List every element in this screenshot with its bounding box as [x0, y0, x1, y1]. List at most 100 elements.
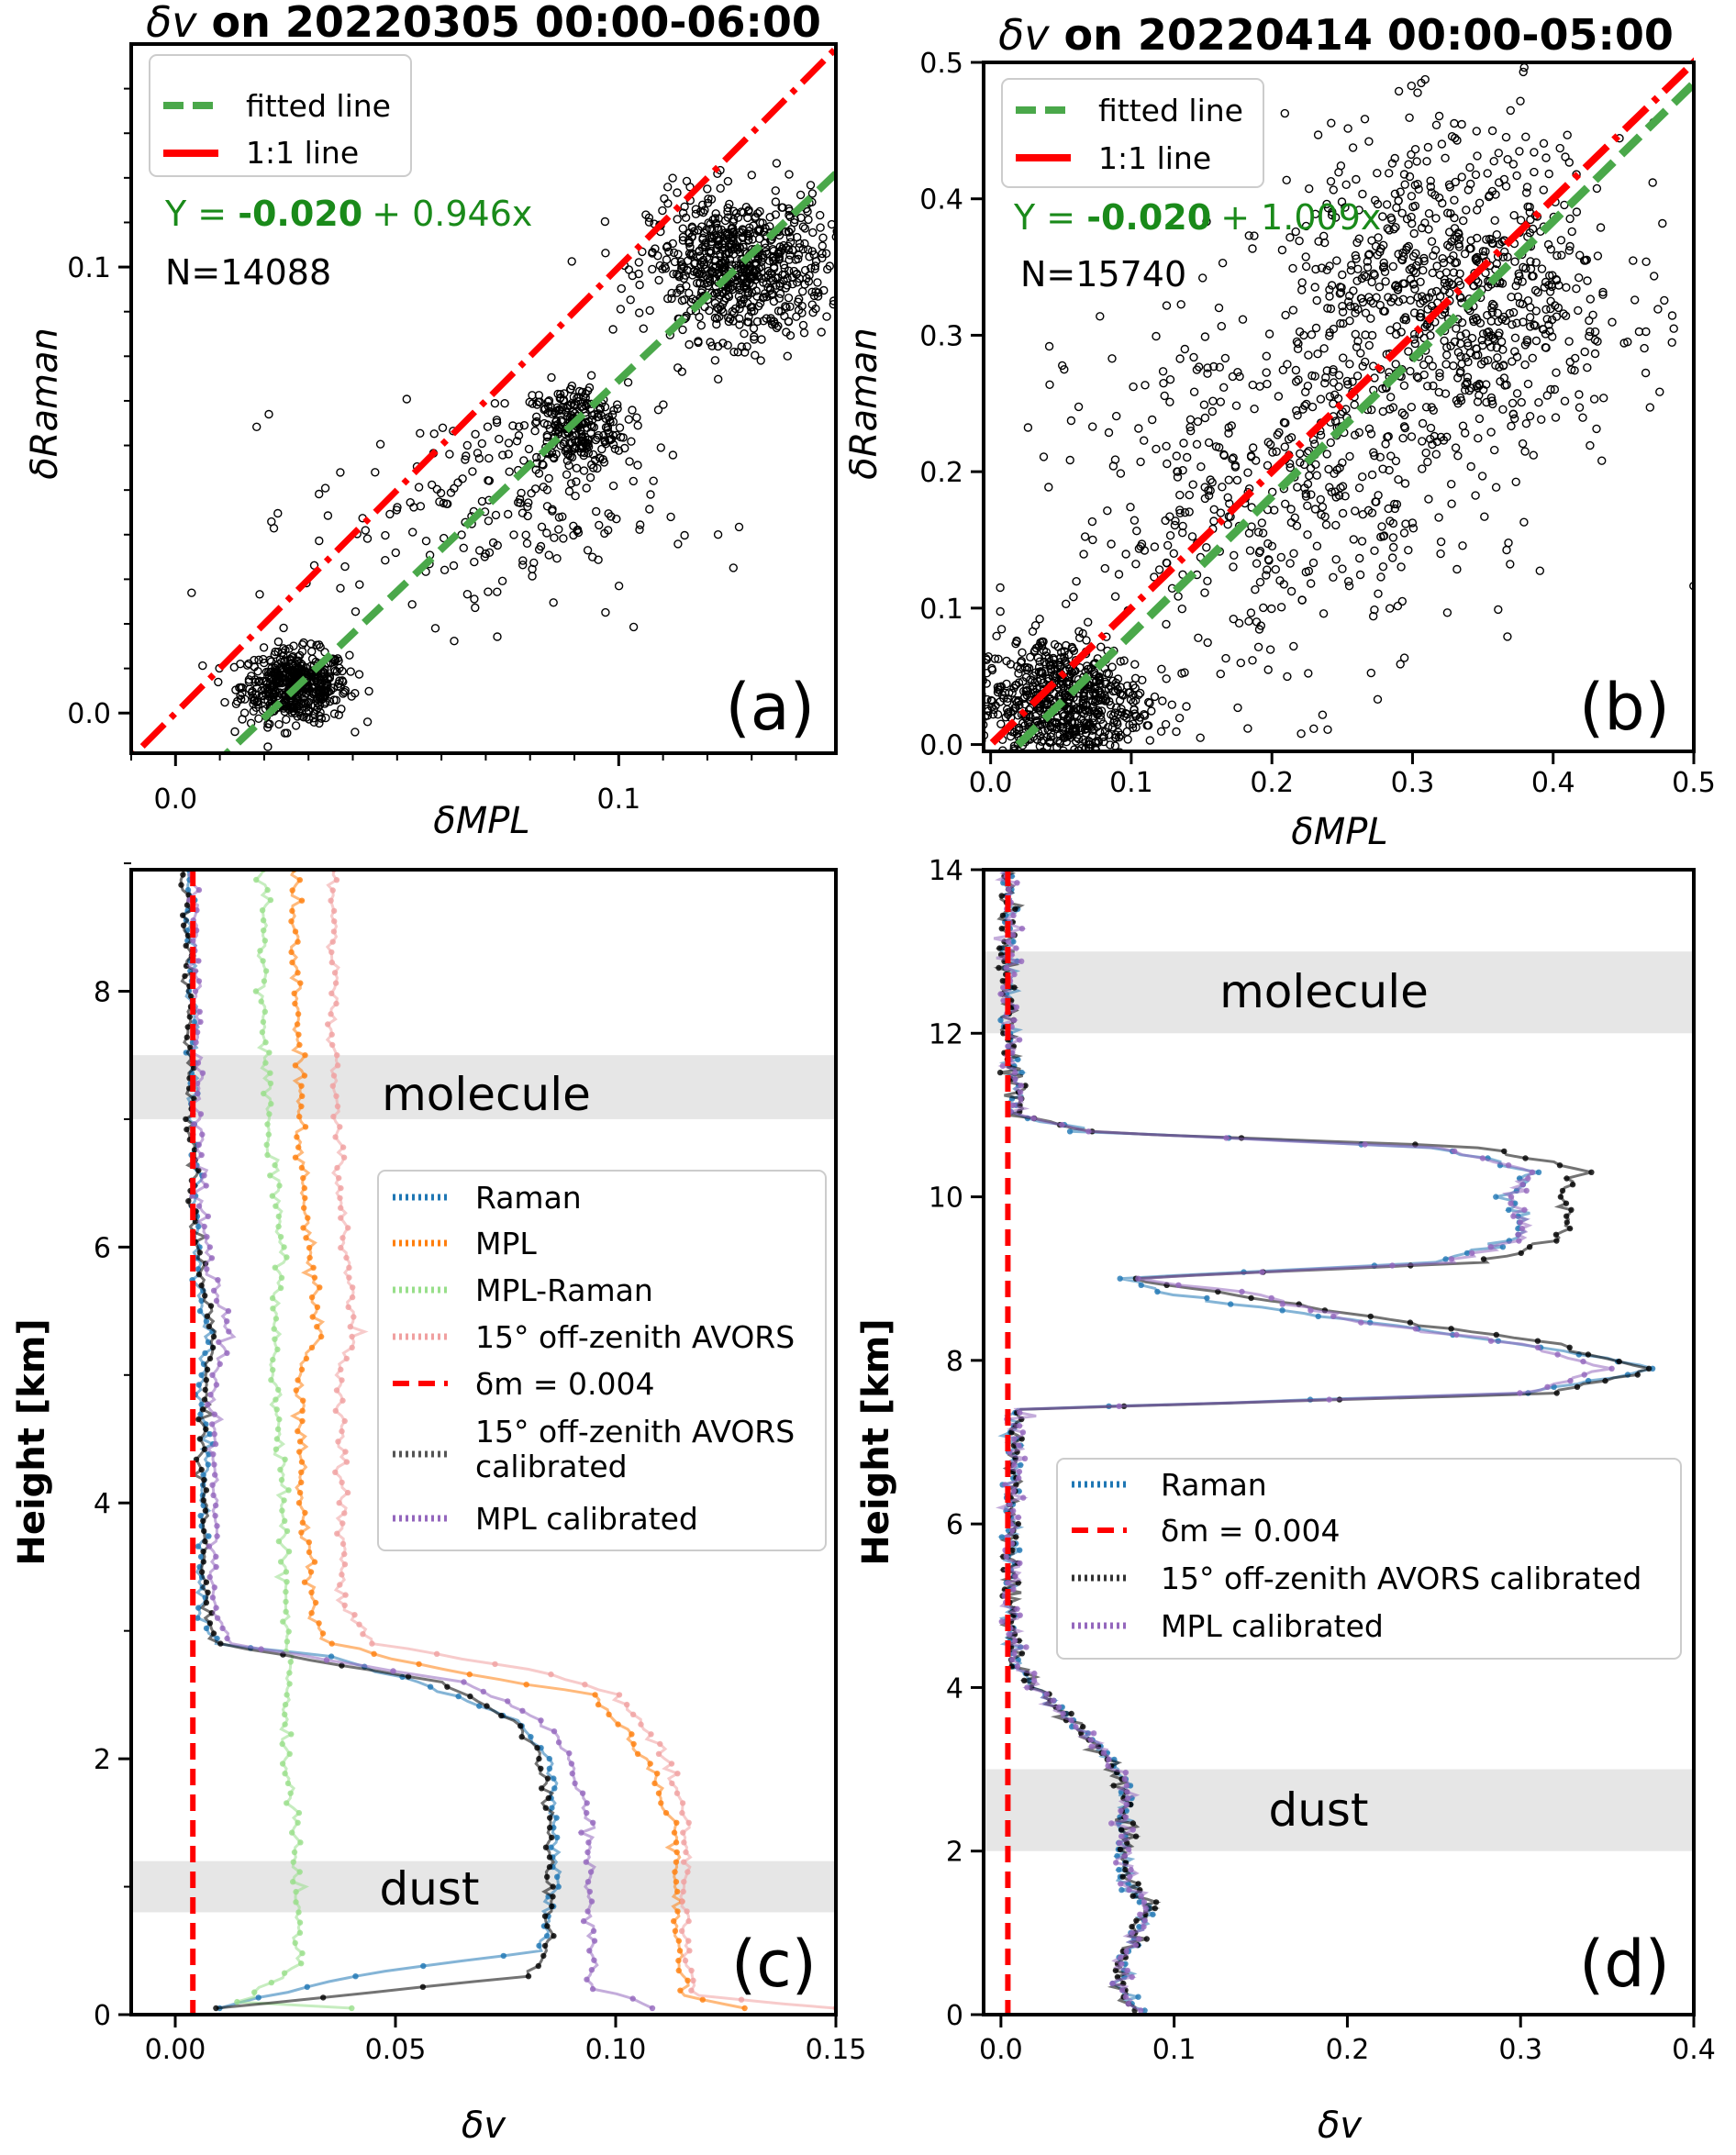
scatter-point — [635, 525, 644, 534]
series-marker — [1506, 1206, 1512, 1214]
scatter-point — [1224, 512, 1234, 521]
scatter-point — [1460, 428, 1470, 438]
series-marker — [185, 1198, 192, 1205]
scatter-point — [1457, 360, 1466, 369]
scatter-point — [1445, 242, 1454, 251]
scatter-point — [1353, 305, 1363, 314]
series-marker — [1518, 1250, 1525, 1257]
series-marker — [554, 1834, 561, 1841]
series-marker — [202, 1507, 209, 1514]
scatter-point — [490, 399, 500, 408]
panel-d-frame — [982, 868, 1696, 2016]
scatter-point — [1413, 88, 1422, 97]
molecule-label: molecule — [1219, 965, 1429, 1018]
series-marker — [1534, 1338, 1541, 1344]
scatter-point — [782, 328, 791, 337]
scatter-point — [1139, 436, 1149, 445]
series-marker — [547, 1825, 553, 1831]
scatter-point — [289, 641, 298, 650]
scatter-point — [737, 228, 747, 238]
scatter-point — [1411, 268, 1420, 278]
series-marker — [649, 2005, 656, 2012]
series-marker — [1015, 1520, 1022, 1527]
scatter-point — [1257, 518, 1267, 528]
series-marker — [1515, 1225, 1521, 1232]
scatter-point — [462, 590, 473, 599]
series-marker — [674, 1908, 681, 1915]
series-marker — [1137, 1911, 1143, 1917]
series-marker — [371, 1650, 377, 1658]
series-marker — [281, 1497, 287, 1504]
scatter-point — [1374, 233, 1383, 242]
series-marker — [183, 942, 189, 950]
scatter-point — [1342, 376, 1352, 386]
scatter-point — [969, 675, 976, 683]
scatter-point — [1221, 653, 1230, 663]
scatter-point — [318, 667, 328, 676]
scatter-point — [1185, 490, 1195, 500]
scatter-point — [1516, 216, 1526, 225]
scatter-point — [659, 400, 668, 409]
scatter-point — [1338, 482, 1348, 491]
panel-c-frame — [129, 868, 838, 2016]
scatter-point — [1366, 429, 1376, 439]
panel-a-n: N=14088 — [165, 252, 331, 293]
scatter-point — [712, 303, 722, 312]
scatter-point — [1292, 405, 1301, 416]
series-marker — [685, 1819, 692, 1827]
scatter-point — [1453, 348, 1463, 357]
series-marker — [194, 1090, 201, 1097]
scatter-point — [1589, 394, 1599, 404]
x-tick-label: 0.4 — [1531, 767, 1575, 799]
scatter-point — [1440, 275, 1450, 284]
series-marker — [1106, 1756, 1112, 1763]
scatter-point — [1100, 696, 1110, 705]
series-marker — [193, 1039, 199, 1046]
scatter-point — [544, 473, 553, 483]
scatter-point — [1353, 264, 1363, 273]
series-marker — [629, 1731, 635, 1738]
scatter-point — [1313, 350, 1322, 359]
scatter-point — [1405, 113, 1414, 123]
series-marker — [673, 1839, 680, 1846]
series-marker — [1279, 1301, 1285, 1307]
scatter-point — [297, 647, 307, 656]
scatter-point — [1352, 174, 1361, 184]
scatter-point — [1364, 137, 1374, 146]
scatter-point — [785, 233, 796, 242]
scatter-point — [462, 451, 471, 461]
series-marker — [672, 1927, 679, 1934]
series-marker — [1367, 1313, 1374, 1320]
scatter-point — [633, 421, 642, 430]
series-marker — [1018, 1069, 1025, 1076]
scatter-point — [762, 292, 772, 302]
scatter-point — [673, 250, 683, 259]
scatter-point — [709, 263, 719, 272]
scatter-point — [267, 517, 276, 527]
scatter-point — [663, 183, 673, 192]
scatter-point — [1263, 379, 1272, 389]
scatter-point — [583, 435, 593, 445]
legend-box — [377, 1170, 827, 1551]
scatter-point — [632, 413, 641, 422]
series-marker — [498, 1712, 505, 1719]
scatter-point — [1653, 305, 1663, 314]
scatter-point — [1473, 397, 1483, 406]
scatter-point — [331, 695, 341, 705]
series-marker — [676, 1948, 684, 1954]
scatter-point — [713, 223, 722, 233]
series-marker — [298, 1479, 305, 1486]
panel-b-title-prefix: δv — [998, 10, 1050, 60]
series-marker — [296, 1869, 303, 1875]
series-marker — [195, 886, 203, 894]
scatter-point — [1429, 381, 1438, 391]
scatter-point — [723, 206, 732, 217]
series-marker — [675, 1957, 682, 1964]
scatter-point — [1391, 329, 1401, 339]
scatter-point — [1312, 541, 1322, 550]
series-marker — [1016, 1037, 1023, 1043]
series-marker — [266, 1050, 273, 1056]
scatter-point — [1393, 283, 1403, 292]
scatter-point — [1432, 261, 1441, 271]
series-marker — [538, 1717, 544, 1724]
